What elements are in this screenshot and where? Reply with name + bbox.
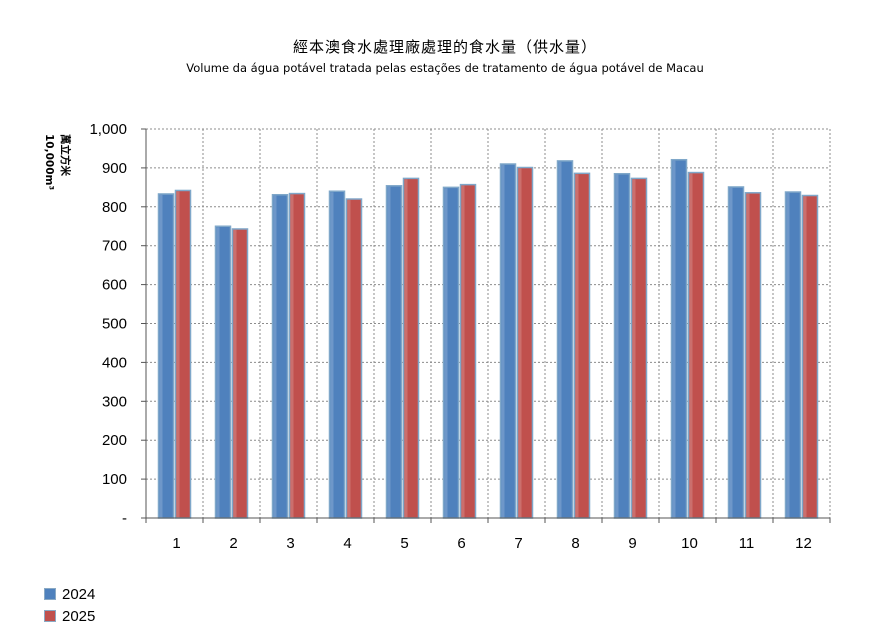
bar-2024-4	[328, 190, 346, 519]
legend-swatch-2025	[44, 610, 56, 622]
bar-2024-6	[442, 186, 460, 519]
y-tick-label: 500	[102, 316, 127, 333]
x-tick-label: 7	[514, 535, 522, 552]
y-axis-label-zh: 萬立方米	[59, 134, 72, 176]
y-tick-label: 900	[102, 160, 127, 177]
bar-highlight	[615, 174, 619, 519]
legend-swatch-2024	[44, 588, 56, 600]
y-axis-ticks: - 100 200 300 400 500 600 700 800 900 1,000	[89, 121, 127, 527]
bar-2025-12	[801, 194, 819, 519]
bar-2024-5	[385, 185, 403, 519]
bar-2025-8	[573, 172, 591, 519]
x-tick-label: 6	[457, 535, 465, 552]
bar-highlight	[444, 188, 448, 518]
x-tick-label: 5	[400, 535, 408, 552]
bar-2025-10	[687, 171, 705, 519]
bar-2025-4	[345, 198, 363, 519]
bar-2025-7	[516, 166, 534, 519]
bar-2024-8	[556, 160, 574, 519]
bar-highlight	[273, 195, 277, 518]
bar-highlight	[290, 194, 294, 518]
bar-2024-9	[613, 172, 631, 519]
bar-highlight	[518, 168, 522, 519]
bar-2025-5	[402, 177, 420, 519]
bar-highlight	[689, 173, 693, 518]
bar-highlight	[233, 229, 237, 518]
bar-2024-2	[214, 225, 232, 519]
bar-highlight	[558, 161, 562, 518]
bar-2024-3	[271, 193, 289, 519]
bar-highlight	[216, 227, 220, 518]
bar-highlight	[159, 194, 163, 518]
bar-highlight	[746, 193, 750, 518]
bar-2025-3	[288, 192, 306, 519]
x-tick-label: 1	[172, 535, 180, 552]
bar-2024-11	[727, 186, 745, 519]
x-tick-label: 4	[343, 535, 351, 552]
y-axis-label-unit: 10,000m³	[43, 134, 55, 190]
legend-item-2024: 2024	[44, 583, 95, 605]
x-tick-label: 9	[628, 535, 636, 552]
legend-label-2025: 2025	[62, 607, 96, 625]
legend: 2024 2025	[44, 583, 95, 627]
bar-2024-10	[670, 158, 688, 519]
bar-highlight	[501, 165, 505, 518]
legend-item-2025: 2025	[44, 605, 95, 627]
legend-label-2024: 2024	[62, 585, 96, 603]
bar-2025-6	[459, 183, 477, 519]
x-tick-label: 11	[739, 535, 755, 552]
y-tick-label: 700	[102, 238, 127, 255]
bar-2025-2	[231, 228, 249, 519]
bar-highlight	[404, 179, 408, 518]
bar-highlight	[347, 200, 351, 518]
chart-title: 經本澳食水處理廠處理的食水量（供水量）	[292, 38, 597, 56]
bar-highlight	[672, 160, 676, 518]
chart-subtitle: Volume da água potável tratada pelas est…	[186, 61, 704, 75]
bar-highlight	[786, 193, 790, 518]
y-tick-label: 200	[102, 432, 127, 449]
bar-highlight	[803, 196, 807, 519]
bar-2025-11	[744, 192, 762, 519]
y-tick-label: 400	[102, 354, 127, 371]
x-tick-label: 8	[571, 535, 579, 552]
bar-2024-7	[499, 163, 517, 519]
bar-highlight	[461, 185, 465, 518]
y-tick-label: -	[122, 510, 127, 527]
y-tick-label: 100	[102, 471, 127, 488]
bars	[157, 158, 819, 519]
bar-highlight	[387, 186, 391, 518]
bar-2025-9	[630, 177, 648, 519]
x-tick-label: 2	[229, 535, 237, 552]
x-axis-ticks: 1 2 3 4 5 6 7 8 9 10 11 12	[172, 535, 812, 552]
x-tick-label: 10	[681, 535, 698, 552]
y-tick-label: 800	[102, 199, 127, 216]
bar-2024-1	[157, 193, 175, 519]
x-tick-label: 3	[286, 535, 294, 552]
bar-2024-12	[784, 191, 802, 519]
bar-highlight	[176, 191, 180, 518]
grid-lines	[146, 128, 831, 518]
bar-highlight	[575, 174, 579, 518]
bar-highlight	[632, 179, 636, 518]
bar-2025-1	[174, 189, 192, 519]
y-tick-label: 300	[102, 393, 127, 410]
y-tick-label: 600	[102, 277, 127, 294]
bar-highlight	[729, 187, 733, 518]
x-tick-label: 12	[795, 535, 812, 552]
y-tick-label: 1,000	[89, 121, 127, 138]
bar-highlight	[330, 192, 334, 519]
axes	[141, 128, 831, 523]
